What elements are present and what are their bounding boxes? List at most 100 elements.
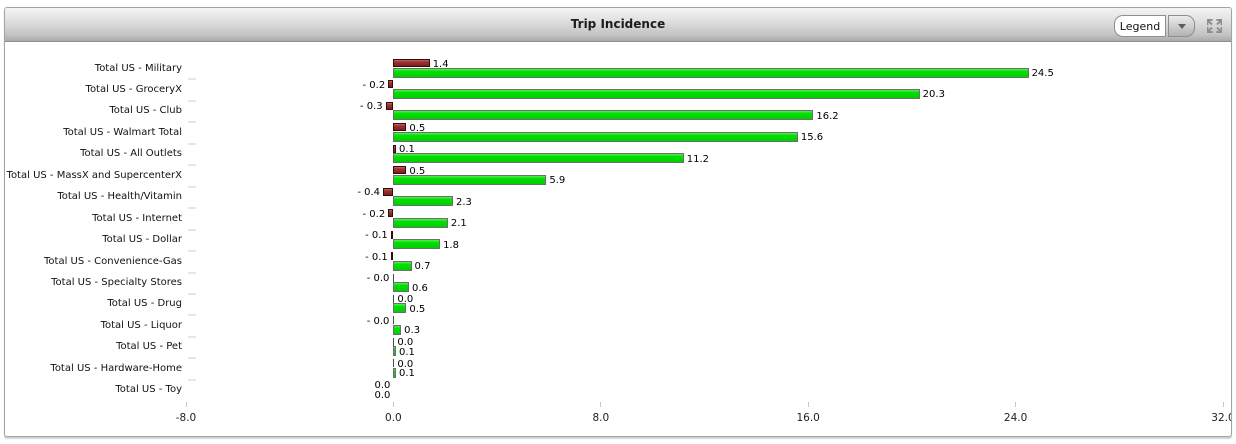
value-label: - 0.3 — [359, 101, 383, 113]
bar-green[interactable] — [393, 153, 684, 164]
bar-green[interactable] — [393, 367, 396, 378]
bar-green[interactable] — [393, 260, 412, 271]
bar-green[interactable] — [393, 346, 396, 357]
category-axis-tick — [188, 378, 196, 381]
value-label: 2.3 — [456, 196, 472, 208]
value-label: 24.5 — [1031, 68, 1054, 79]
category-label: Total US - Dollar — [102, 234, 182, 246]
bar-red-hairline[interactable] — [393, 294, 395, 303]
bar-red-hairline[interactable] — [393, 337, 395, 346]
category-label: Total US - Specialty Stores — [51, 277, 182, 288]
x-axis-tick — [185, 402, 187, 407]
x-axis-tick — [807, 402, 809, 407]
panel-title: Trip Incidence — [570, 17, 666, 31]
bar-red-hairline[interactable] — [393, 273, 395, 282]
x-axis-tick — [600, 402, 602, 407]
bar-red[interactable] — [385, 101, 394, 110]
bar-red[interactable] — [393, 59, 430, 67]
dropdown-triangle — [1177, 23, 1186, 29]
category-axis-tick — [188, 121, 196, 124]
expand-arrows-glyph — [1207, 19, 1223, 34]
category-axis-tick — [188, 78, 196, 81]
x-axis-label: 0.0 — [385, 412, 402, 424]
bar-green[interactable] — [393, 174, 547, 185]
expand-arrows-icon[interactable] — [1207, 18, 1223, 34]
category-label: Total US - Health/Vitamin — [57, 191, 182, 203]
trip-incidence-panel: Trip Incidence Legend Total US - Militar… — [4, 7, 1232, 437]
value-label: 0.0 — [397, 294, 414, 306]
category-axis-tick — [188, 164, 196, 167]
x-axis-tick — [392, 402, 394, 407]
value-label: 0.1 — [398, 144, 415, 156]
bar-green[interactable] — [393, 88, 920, 99]
panel-header: Trip Incidence Legend — [5, 8, 1231, 42]
category-axis-tick — [188, 250, 196, 253]
bar-red-hairline[interactable] — [393, 316, 395, 325]
value-label: - 0.4 — [357, 187, 381, 199]
category-label: Total US - Toy — [115, 384, 182, 396]
value-label: 15.6 — [800, 132, 824, 144]
bar-green[interactable] — [393, 196, 454, 207]
value-label: 2.1 — [450, 218, 467, 230]
category-label: Total US - Hardware-Home — [50, 362, 182, 374]
value-label: 0.7 — [414, 261, 431, 273]
bar-red[interactable] — [393, 144, 396, 153]
category-label: Total US - Pet — [116, 341, 182, 353]
bar-red[interactable] — [393, 123, 407, 132]
bar-red[interactable] — [390, 230, 394, 239]
bar-green[interactable] — [393, 217, 448, 228]
value-label: 11.2 — [686, 153, 710, 165]
bar-red[interactable] — [390, 252, 394, 261]
value-label: 0.0 — [397, 337, 414, 349]
value-label: 0.5 — [409, 303, 426, 315]
x-axis-label: 24.0 — [1003, 412, 1028, 424]
value-label: - 0.0 — [366, 315, 390, 327]
bar-chart: Total US - Military 1.4 24.5 Total US - Gro… — [5, 42, 1231, 436]
bar-green[interactable] — [393, 282, 409, 292]
bar-green[interactable] — [393, 239, 441, 250]
legend-dropdown-value[interactable]: Legend — [1114, 15, 1166, 37]
value-label: 20.3 — [922, 89, 945, 101]
legend-dropdown[interactable]: Legend — [1114, 15, 1195, 37]
bar-red[interactable] — [388, 80, 394, 89]
category-label: Total US - Military — [94, 62, 182, 74]
value-label: 0.3 — [404, 325, 421, 337]
category-axis-tick — [188, 357, 196, 360]
bar-red-hairline[interactable] — [393, 359, 395, 368]
category-label: Total US - Drug — [107, 298, 182, 310]
value-label: 1.8 — [443, 239, 459, 251]
category-label: Total US - MassX and SupercenterX — [6, 169, 182, 181]
value-label: 0.1 — [398, 368, 415, 380]
x-axis-label: -8.0 — [175, 412, 197, 424]
value-label: 0.0 — [374, 380, 391, 392]
category-axis-tick — [188, 292, 196, 295]
category-axis-tick — [188, 207, 196, 210]
bar-green[interactable] — [393, 303, 407, 314]
value-label: 5.9 — [549, 175, 566, 187]
category-label: Total US - Liquor — [100, 319, 182, 331]
bar-red[interactable] — [388, 209, 394, 218]
bar-green[interactable] — [393, 67, 1029, 78]
x-axis-label: 16.0 — [796, 412, 820, 424]
chevron-down-icon[interactable] — [1168, 15, 1195, 37]
bar-green[interactable] — [393, 324, 402, 335]
x-axis-tick — [1015, 402, 1017, 407]
value-label: 0.5 — [409, 165, 426, 177]
bar-green[interactable] — [393, 131, 798, 142]
category-axis-tick — [188, 99, 196, 102]
category-label: Total US - Convenience-Gas — [44, 255, 182, 267]
value-label: - 0.1 — [365, 251, 388, 263]
category-label: Total US - Internet — [92, 212, 182, 224]
category-axis-tick — [188, 271, 196, 274]
bar-red[interactable] — [393, 166, 407, 175]
category-axis-tick — [188, 335, 196, 338]
bar-green[interactable] — [393, 110, 814, 121]
x-axis-label: 32.0 — [1211, 412, 1231, 424]
value-label: 0.1 — [398, 346, 415, 358]
x-axis-label: 8.0 — [592, 412, 610, 424]
value-label: 0.0 — [397, 358, 414, 370]
bar-red[interactable] — [383, 187, 394, 196]
category-label: Total US - All Outlets — [80, 148, 182, 160]
value-label: 0.0 — [374, 389, 391, 401]
category-axis-tick — [188, 185, 196, 188]
